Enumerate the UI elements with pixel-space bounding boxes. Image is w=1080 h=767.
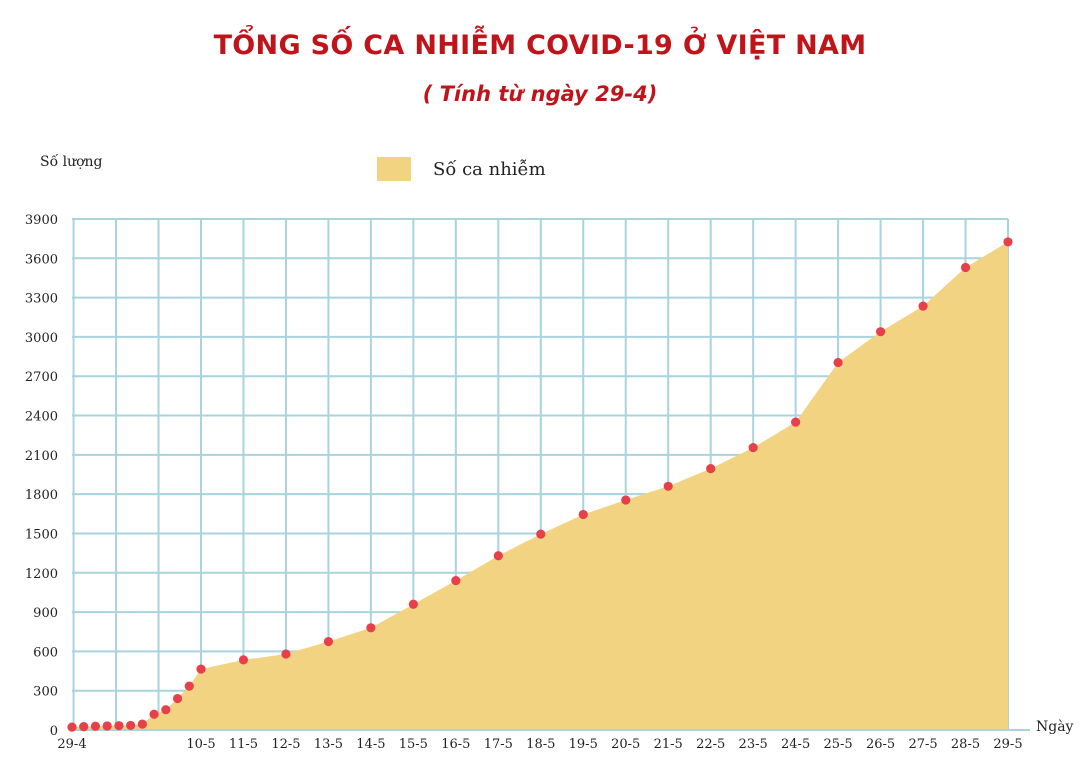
data-point — [90, 721, 101, 731]
data-point — [161, 705, 171, 715]
data-point — [663, 481, 673, 491]
data-point — [102, 721, 112, 731]
y-tick-label: 600 — [33, 645, 58, 660]
x-tick-label: 11-5 — [229, 737, 258, 752]
y-tick-label: 3600 — [25, 252, 58, 267]
x-tick-label: 25-5 — [823, 737, 852, 752]
x-tick-label: 22-5 — [696, 737, 725, 752]
y-tick-label: 2400 — [25, 410, 58, 425]
data-point — [408, 599, 418, 609]
x-axis-label: Ngày — [1036, 719, 1074, 735]
chart-subtitle: ( Tính từ ngày 29-4) — [422, 82, 658, 106]
data-point — [451, 576, 461, 586]
x-tick-label: 23-5 — [739, 737, 768, 752]
data-point — [126, 720, 136, 731]
data-point — [172, 693, 183, 704]
data-point — [960, 262, 971, 273]
data-point — [578, 509, 588, 520]
data-point — [791, 417, 801, 427]
y-tick-label: 1500 — [25, 527, 58, 542]
x-tick-label: 13-5 — [314, 737, 343, 752]
x-tick-label: 29-5 — [993, 737, 1022, 752]
x-tick-label: 28-5 — [951, 737, 980, 752]
x-tick-label: 29-4 — [57, 737, 86, 752]
legend-swatch — [377, 157, 411, 181]
y-tick-label: 3900 — [25, 213, 58, 228]
x-tick-label: 18-5 — [526, 737, 555, 752]
data-point — [366, 623, 376, 633]
data-point — [493, 551, 503, 561]
data-point — [1003, 237, 1013, 247]
x-tick-label: 15-5 — [399, 737, 428, 752]
legend-label: Số ca nhiễm — [433, 158, 546, 180]
data-point — [875, 327, 886, 337]
x-tick-label: 17-5 — [484, 737, 513, 752]
data-point — [137, 719, 147, 729]
series-area — [72, 241, 1008, 730]
y-tick-label: 1200 — [25, 567, 58, 582]
data-point — [184, 681, 194, 691]
data-point — [706, 464, 716, 474]
x-tick-label: 27-5 — [908, 737, 937, 752]
legend: Số ca nhiễm — [377, 157, 546, 181]
data-point — [238, 655, 249, 665]
y-tick-label: 2100 — [25, 449, 58, 464]
x-tick-label: 12-5 — [271, 737, 300, 752]
x-tick-label: 26-5 — [866, 737, 895, 752]
data-point — [67, 722, 77, 732]
data-point — [536, 529, 546, 539]
x-tick-label: 21-5 — [654, 737, 683, 752]
x-tick-label: 20-5 — [611, 737, 640, 752]
data-point — [149, 709, 159, 719]
data-point — [281, 649, 291, 659]
data-point — [323, 636, 334, 647]
data-point — [196, 664, 206, 674]
y-tick-label: 300 — [33, 685, 58, 700]
y-tick-label: 0 — [50, 724, 58, 739]
x-tick-label: 16-5 — [441, 737, 470, 752]
data-point — [748, 443, 758, 453]
data-point — [114, 721, 124, 731]
y-tick-label: 3300 — [25, 292, 58, 307]
data-point — [918, 301, 928, 311]
x-tick-label: 24-5 — [781, 737, 810, 752]
data-point — [833, 357, 843, 368]
y-axis-label: Số lượng — [40, 154, 103, 170]
y-tick-label: 2700 — [25, 370, 58, 385]
x-tick-label: 10-5 — [186, 737, 215, 752]
y-tick-label: 3000 — [25, 331, 58, 346]
data-point — [79, 721, 89, 732]
x-tick-label: 19-5 — [569, 737, 598, 752]
chart-title: TỔNG SỐ CA NHIỄM COVID-19 Ở VIỆT NAM — [213, 30, 867, 61]
y-tick-label: 1800 — [25, 488, 58, 503]
y-tick-label: 900 — [33, 606, 58, 621]
data-point — [621, 495, 631, 505]
x-tick-label: 14-5 — [356, 737, 385, 752]
